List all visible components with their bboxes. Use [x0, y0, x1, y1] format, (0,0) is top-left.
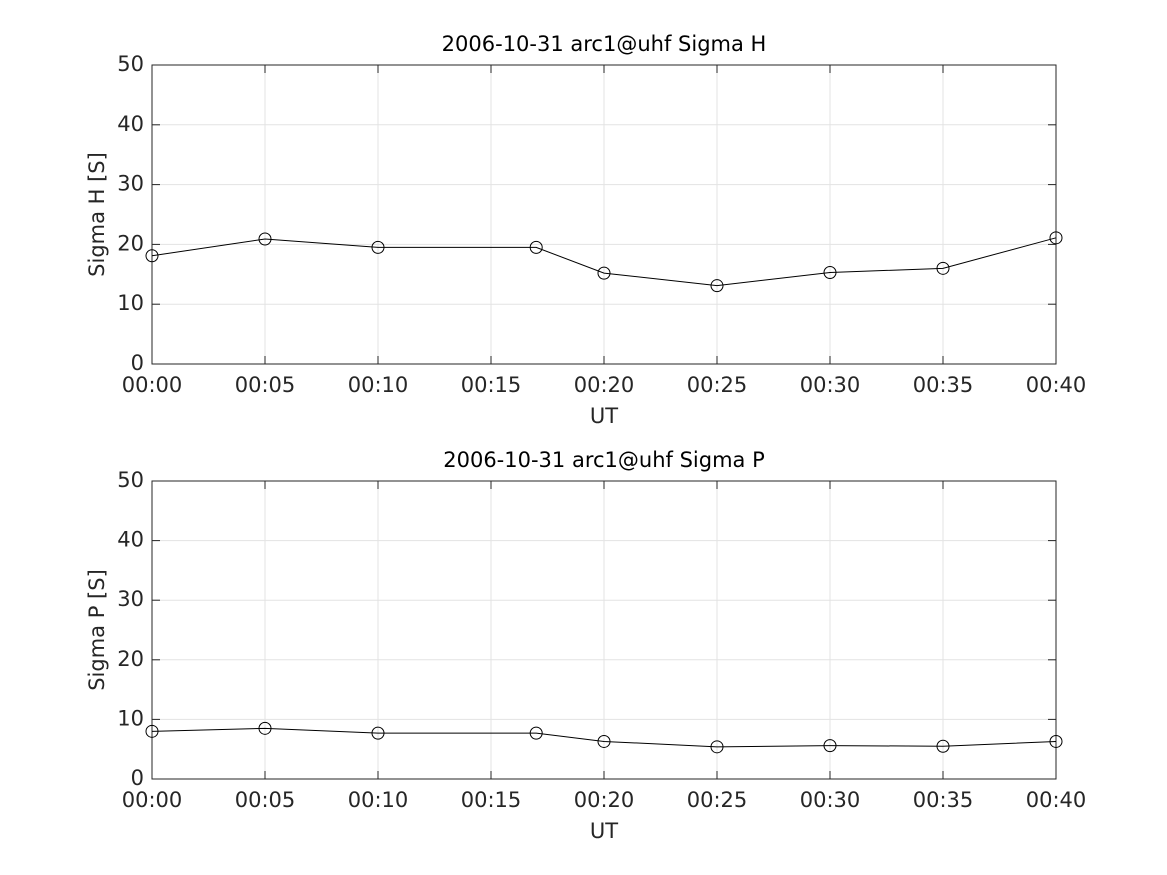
x-tick-label: 00:15 — [461, 373, 522, 397]
axes: 0 10 20 30 40 50 00:00 00:05 00:10 00:15 00:20 00:2… — [85, 32, 1086, 428]
x-tick-label: 00:05 — [235, 373, 296, 397]
data-point — [823, 739, 837, 753]
x-tick-label: 00:30 — [800, 788, 861, 812]
x-tick-label: 00:20 — [574, 373, 635, 397]
y-axis-label: Sigma H [S] — [85, 152, 109, 277]
data-point — [371, 726, 385, 740]
x-tick-label: 00:25 — [687, 788, 748, 812]
data-point — [710, 740, 724, 754]
y-tick-label: 30 — [117, 172, 144, 196]
y-tick-label: 10 — [117, 706, 144, 730]
data-point — [371, 240, 385, 254]
data-point — [936, 739, 950, 753]
x-tick-label: 00:05 — [235, 788, 296, 812]
chart-title: 2006-10-31 arc1@uhf Sigma P — [443, 448, 765, 472]
x-tick-label: 00:15 — [461, 788, 522, 812]
data-point — [597, 734, 611, 748]
x-tick-label: 00:00 — [122, 788, 183, 812]
y-tick-label: 0 — [131, 351, 144, 375]
data-point — [1049, 734, 1063, 748]
y-tick-label: 50 — [117, 468, 144, 492]
x-tick-label: 00:00 — [122, 373, 183, 397]
data-point — [529, 726, 543, 740]
data-line — [151, 237, 1057, 287]
y-tick-label: 10 — [117, 291, 144, 315]
y-tick-label: 20 — [117, 231, 144, 255]
x-tick-label: 00:10 — [348, 373, 409, 397]
y-axis-label: Sigma P [S] — [85, 569, 109, 691]
chart-title: 2006-10-31 arc1@uhf Sigma H — [442, 32, 767, 56]
x-tick-label: 00:35 — [913, 373, 974, 397]
data-point — [597, 266, 611, 280]
data-point — [145, 724, 159, 738]
y-tick-label: 30 — [117, 587, 144, 611]
axes-box — [151, 480, 1057, 780]
x-tick-label: 00:25 — [687, 373, 748, 397]
data-point — [823, 266, 837, 280]
x-tick-label: 00:10 — [348, 788, 409, 812]
data-point — [1049, 231, 1063, 245]
data-line — [151, 727, 1057, 748]
x-tick-label: 00:40 — [1026, 373, 1087, 397]
x-tick-label: 00:20 — [574, 788, 635, 812]
data-point — [936, 261, 950, 275]
data-point — [145, 249, 159, 263]
y-tick-label: 40 — [117, 528, 144, 552]
axes-box — [151, 64, 1057, 365]
x-tick-label: 00:35 — [913, 788, 974, 812]
data-point — [258, 721, 272, 735]
axes: 0 10 20 30 40 50 00:00 00:05 00:10 00:15 00:20 00:2… — [85, 448, 1086, 843]
x-tick-label: 00:30 — [800, 373, 861, 397]
data-point — [529, 240, 543, 254]
y-tick-label: 50 — [117, 52, 144, 76]
y-tick-label: 20 — [117, 647, 144, 671]
x-axis-label: UT — [590, 404, 618, 428]
y-tick-label: 0 — [131, 766, 144, 790]
y-tick-label: 40 — [117, 112, 144, 136]
data-point — [258, 232, 272, 246]
x-tick-label: 00:40 — [1026, 788, 1087, 812]
data-point — [710, 279, 724, 293]
x-axis-label: UT — [590, 819, 618, 843]
